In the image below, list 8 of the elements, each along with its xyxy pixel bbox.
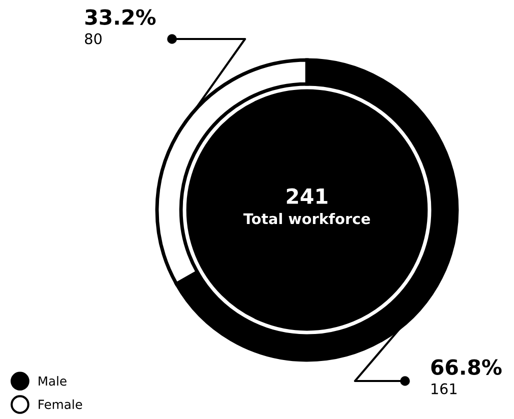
text: Total workforce bbox=[243, 212, 370, 224]
data-label: 161 bbox=[432, 383, 456, 394]
text: 33.2% bbox=[85, 9, 156, 25]
legend-label: Male bbox=[38, 376, 66, 386]
legend-label: Female bbox=[38, 399, 82, 410]
text: 241 bbox=[286, 188, 328, 204]
data-label: 80 bbox=[84, 33, 102, 44]
text: 66.8% bbox=[431, 359, 502, 375]
